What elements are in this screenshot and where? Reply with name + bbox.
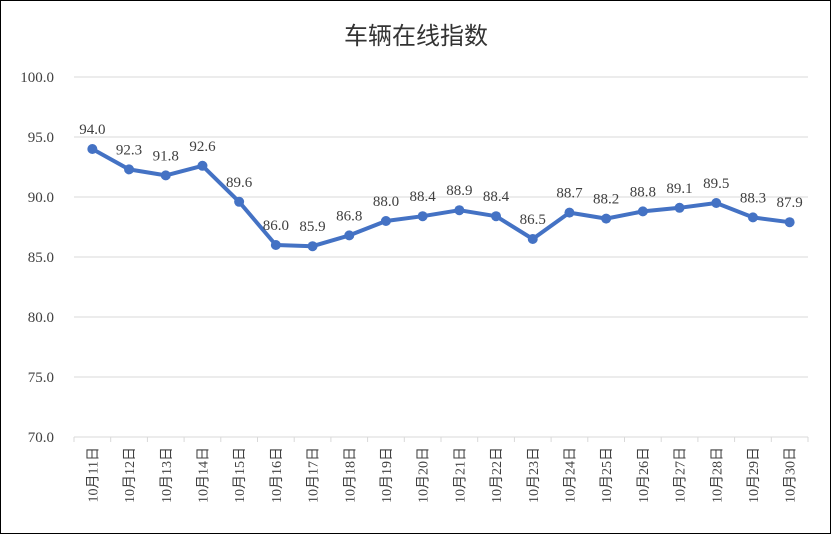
x-tick-label: 10月14日 (195, 447, 211, 503)
data-label: 88.0 (373, 194, 399, 210)
data-point (417, 211, 428, 222)
data-label: 87.9 (777, 195, 803, 211)
chart-title: 车辆在线指数 (344, 22, 488, 50)
y-tick-label: 75.0 (28, 370, 54, 386)
data-point (601, 213, 612, 224)
x-tick-label: 10月15日 (232, 447, 248, 503)
data-label: 89.1 (666, 181, 692, 197)
x-tick-label: 10月29日 (746, 447, 762, 503)
data-label: 88.2 (593, 192, 619, 208)
x-tick-label: 10月16日 (269, 447, 285, 503)
data-point (491, 211, 502, 222)
data-point (380, 216, 391, 226)
data-point (87, 144, 98, 154)
data-label: 88.4 (410, 189, 437, 205)
series-line-group (90, 147, 792, 249)
data-point (711, 198, 722, 208)
data-labels: 94.0 92.3 91.8 92.6 89.6 86.0 85.9 86.8 88.0 88.4… (79, 122, 803, 235)
x-tick-label: 10月26日 (636, 447, 652, 503)
data-point (344, 230, 355, 241)
y-tick-label: 85.0 (28, 250, 54, 266)
data-label: 92.6 (189, 139, 216, 155)
data-point (234, 196, 245, 207)
y-tick-label: 80.0 (28, 310, 54, 326)
x-tick-label: 10月20日 (416, 447, 432, 503)
x-tick-label: 10月12日 (122, 447, 138, 503)
gridlines (73, 76, 809, 442)
x-tick-label: 10月13日 (159, 447, 175, 503)
y-tick-label: 95.0 (28, 130, 54, 146)
data-label: 91.8 (153, 148, 179, 164)
data-point (784, 217, 795, 228)
x-tick-label: 10月30日 (783, 447, 799, 503)
series-line (90, 147, 792, 249)
data-point (747, 212, 758, 223)
data-label: 92.3 (116, 142, 142, 158)
data-point (454, 205, 465, 216)
data-label: 86.8 (336, 208, 362, 224)
data-label: 88.3 (740, 190, 766, 206)
data-label: 88.4 (483, 189, 510, 205)
data-label: 88.7 (556, 186, 583, 202)
data-point (637, 206, 648, 217)
data-points (87, 144, 795, 252)
x-tick-label: 10月23日 (526, 447, 542, 503)
x-tick-label: 10月22日 (489, 447, 505, 503)
data-label: 89.6 (226, 175, 253, 191)
x-tick-label: 10月27日 (673, 447, 689, 503)
x-tick-label: 10月11日 (85, 447, 101, 502)
x-tick-label: 10月21日 (452, 447, 468, 503)
x-tick-label: 10月17日 (306, 447, 322, 503)
x-axis-ticks: 10月11日 10月12日 10月13日 10月14日 10月15日 10月16日 10月1… (85, 447, 798, 503)
x-tick-label: 10月25日 (599, 447, 615, 503)
data-point (564, 207, 575, 218)
data-label: 89.5 (703, 176, 729, 192)
y-tick-label: 100.0 (20, 70, 54, 86)
data-point (270, 240, 281, 250)
y-tick-label: 90.0 (28, 190, 54, 206)
y-axis-ticks: 100.0 95.0 90.0 85.0 80.0 75.0 70.0 (20, 70, 54, 446)
data-label: 86.0 (263, 218, 289, 234)
x-tick-label: 10月24日 (562, 447, 578, 503)
x-tick-label: 10月19日 (379, 447, 395, 503)
data-point (527, 234, 538, 244)
x-tick-label: 10月18日 (342, 447, 358, 503)
data-point (674, 202, 685, 213)
data-label: 86.5 (520, 212, 546, 228)
y-tick-label: 70.0 (28, 430, 54, 446)
data-point (307, 241, 318, 252)
data-point (124, 164, 135, 175)
data-label: 88.8 (630, 184, 656, 200)
data-label: 94.0 (79, 122, 105, 138)
data-label: 85.9 (299, 219, 325, 235)
data-point (197, 160, 208, 171)
data-label: 88.9 (446, 183, 472, 199)
x-tick-label: 10月28日 (709, 447, 725, 503)
data-point (160, 170, 171, 181)
